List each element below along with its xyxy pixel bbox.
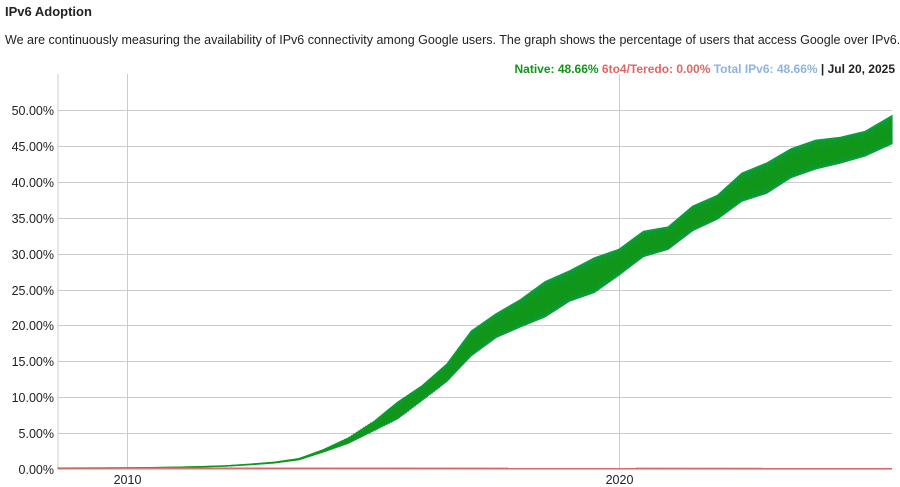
legend-native: Native: 48.66% — [514, 62, 599, 76]
legend-date: Jul 20, 2025 — [827, 62, 895, 76]
y-tick-label: 50.00% — [12, 104, 54, 118]
y-tick-label: 25.00% — [12, 284, 54, 298]
y-tick-label: 0.00% — [19, 463, 54, 477]
y-tick-label: 45.00% — [12, 140, 54, 154]
y-tick-label: 15.00% — [12, 355, 54, 369]
legend-teredo: 6to4/Teredo: 0.00% — [601, 62, 711, 76]
y-tick-label: 35.00% — [12, 212, 54, 226]
axis-layer: 0.00% 5.00% 10.00% 15.00% 20.00% 25.00% 30.00%… — [12, 104, 634, 487]
y-tick-label: 30.00% — [12, 248, 54, 262]
page-title: IPv6 Adoption — [5, 4, 92, 19]
legend-total: Total IPv6: 48.66% — [713, 62, 818, 76]
y-tick-label: 5.00% — [19, 427, 54, 441]
x-tick-label: 2010 — [114, 473, 142, 487]
y-tick-label: 40.00% — [12, 176, 54, 190]
grid-layer — [57, 74, 892, 470]
chart-legend: Native: 48.66% 6to4/Teredo: 0.00% Total … — [515, 62, 895, 76]
series-layer — [57, 114, 893, 470]
y-tick-label: 10.00% — [12, 391, 54, 405]
page-description: We are continuously measuring the availa… — [5, 33, 900, 47]
native-series-line — [57, 118, 893, 469]
legend-separator: | — [820, 62, 825, 76]
y-tick-label: 20.00% — [12, 319, 54, 333]
x-tick-label: 2020 — [606, 473, 634, 487]
